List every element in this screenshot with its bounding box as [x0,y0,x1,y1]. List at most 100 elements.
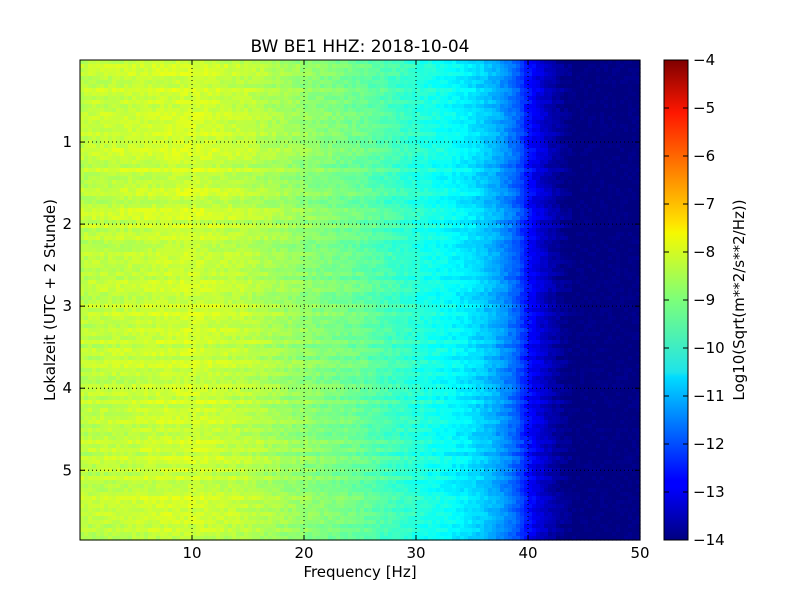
heatmap-cell [360,172,365,177]
heatmap-cell [276,136,281,141]
heatmap-cell [364,80,369,85]
heatmap-cell [148,172,153,177]
heatmap-cell [420,124,425,129]
heatmap-cell [600,196,605,201]
heatmap-cell [500,96,505,101]
heatmap-cell [344,96,349,101]
heatmap-cell [504,60,509,65]
heatmap-cell [416,100,421,105]
heatmap-cell [404,76,409,81]
heatmap-cell [480,180,485,185]
heatmap-cell [512,132,517,137]
heatmap-cell [156,88,161,93]
heatmap-cell [364,152,369,157]
heatmap-cell [500,160,505,165]
heatmap-cell [84,200,89,205]
heatmap-cell [456,92,461,97]
heatmap-cell [444,148,449,153]
heatmap-cell [636,168,641,173]
heatmap-cell [140,172,145,177]
heatmap-cell [136,176,141,181]
heatmap-cell [260,80,265,85]
heatmap-cell [516,196,521,201]
heatmap-cell [512,148,517,153]
heatmap-cell [480,132,485,137]
heatmap-cell [624,140,629,145]
heatmap-cell [248,160,253,165]
heatmap-cell [468,136,473,141]
heatmap-cell [200,192,205,197]
heatmap-cell [256,112,261,117]
heatmap-cell [268,144,273,149]
heatmap-cell [480,128,485,133]
heatmap-cell [184,104,189,109]
heatmap-cell [260,140,265,145]
heatmap-cell [312,72,317,77]
heatmap-cell [420,128,425,133]
heatmap-cell [368,160,373,165]
heatmap-cell [280,188,285,193]
heatmap-cell [464,188,469,193]
heatmap-cell [344,140,349,145]
heatmap-cell [112,172,117,177]
heatmap-cell [256,172,261,177]
heatmap-cell [332,88,337,93]
heatmap-cell [464,68,469,73]
heatmap-cell [116,156,121,161]
heatmap-cell [88,200,93,205]
heatmap-cell [628,108,633,113]
heatmap-cell [124,140,129,145]
heatmap-cell [396,120,401,125]
heatmap-cell [152,116,157,121]
heatmap-cell [496,84,501,89]
heatmap-cell [164,176,169,181]
heatmap-cell [428,100,433,105]
heatmap-cell [488,184,493,189]
heatmap-cell [440,148,445,153]
heatmap-cell [376,124,381,129]
heatmap-cell [428,104,433,109]
heatmap-cell [264,196,269,201]
heatmap-cell [556,180,561,185]
heatmap-cell [592,76,597,81]
heatmap-cell [332,92,337,97]
heatmap-cell [116,64,121,69]
heatmap-cell [512,176,517,181]
heatmap-cell [116,100,121,105]
heatmap-cell [148,180,153,185]
heatmap-cell [264,200,269,205]
heatmap-cell [108,108,113,113]
heatmap-cell [436,128,441,133]
heatmap-cell [504,124,509,129]
heatmap-cell [268,124,273,129]
heatmap-cell [536,60,541,65]
heatmap-cell [404,108,409,113]
heatmap-cell [136,104,141,109]
heatmap-cell [568,84,573,89]
heatmap-cell [112,80,117,85]
heatmap-cell [564,128,569,133]
heatmap-cell [272,160,277,165]
heatmap-cell [596,124,601,129]
heatmap-cell [200,128,205,133]
heatmap-cell [520,100,525,105]
heatmap-cell [216,188,221,193]
heatmap-cell [188,172,193,177]
heatmap-cell [256,188,261,193]
heatmap-cell [564,64,569,69]
heatmap-cell [448,116,453,121]
heatmap-cell [432,184,437,189]
heatmap-cell [236,72,241,77]
heatmap-cell [360,88,365,93]
heatmap-cell [488,144,493,149]
heatmap-cell [480,84,485,89]
heatmap-cell [540,148,545,153]
heatmap-cell [436,112,441,117]
heatmap-cell [520,104,525,109]
heatmap-cell [464,72,469,77]
heatmap-cell [560,156,565,161]
heatmap-cell [152,112,157,117]
heatmap-cell [460,136,465,141]
heatmap-cell [460,200,465,205]
heatmap-cell [532,136,537,141]
